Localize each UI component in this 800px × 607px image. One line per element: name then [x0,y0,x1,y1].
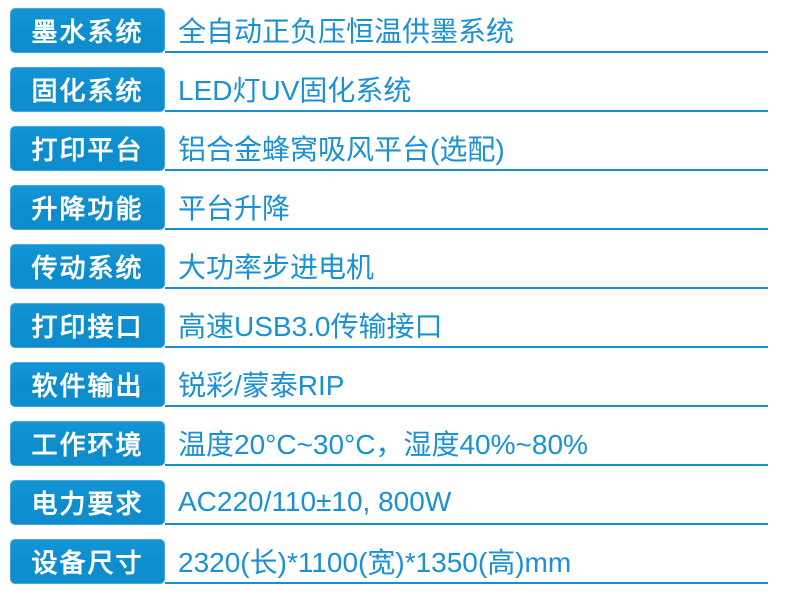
spec-value: LED灯UV固化系统 [165,67,768,112]
spec-row-ink-system: 墨水系统 全自动正负压恒温供墨系统 [10,8,800,53]
spec-value: 铝合金蜂窝吸风平台(选配) [165,126,768,171]
spec-value: 平台升降 [165,185,768,230]
spec-row-software-output: 软件输出 锐彩/蒙泰RIP [10,362,800,407]
spec-value: 2320(长)*1100(宽)*1350(高)mm [165,539,768,584]
spec-row-power-requirement: 电力要求 AC220/110±10, 800W [10,480,800,525]
spec-row-device-dimensions: 设备尺寸 2320(长)*1100(宽)*1350(高)mm [10,539,800,584]
spec-row-drive-system: 传动系统 大功率步进电机 [10,244,800,289]
spec-row-lift-function: 升降功能 平台升降 [10,185,800,230]
spec-label: 打印平台 [10,126,165,171]
spec-label: 工作环境 [10,421,165,466]
spec-label: 墨水系统 [10,8,165,53]
spec-label: 升降功能 [10,185,165,230]
spec-row-print-platform: 打印平台 铝合金蜂窝吸风平台(选配) [10,126,800,171]
spec-value: 温度20°C~30°C，湿度40%~80% [165,421,768,466]
spec-row-curing-system: 固化系统 LED灯UV固化系统 [10,67,800,112]
spec-row-working-environment: 工作环境 温度20°C~30°C，湿度40%~80% [10,421,800,466]
spec-label: 打印接口 [10,303,165,348]
spec-label: 固化系统 [10,67,165,112]
spec-label: 设备尺寸 [10,539,165,584]
spec-value: 全自动正负压恒温供墨系统 [165,8,768,53]
spec-value: 大功率步进电机 [165,244,768,289]
spec-label: 软件输出 [10,362,165,407]
spec-label: 电力要求 [10,480,165,525]
spec-row-print-interface: 打印接口 高速USB3.0传输接口 [10,303,800,348]
spec-value: AC220/110±10, 800W [165,480,768,525]
spec-value: 锐彩/蒙泰RIP [165,362,768,407]
spec-value: 高速USB3.0传输接口 [165,303,768,348]
spec-label: 传动系统 [10,244,165,289]
